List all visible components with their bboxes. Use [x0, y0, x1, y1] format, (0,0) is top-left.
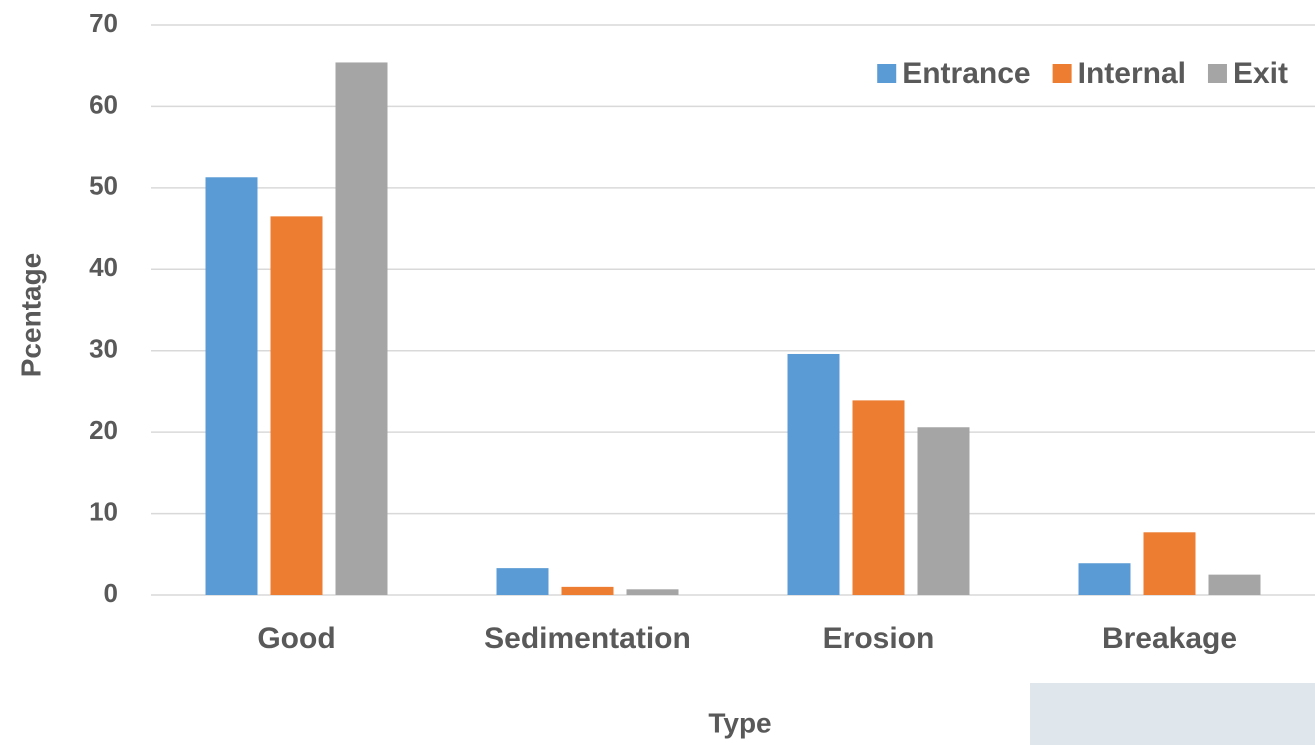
- y-tick-label: 10: [89, 496, 118, 526]
- legend-label: Exit: [1233, 57, 1288, 90]
- bar: [1144, 532, 1196, 595]
- bar: [1209, 575, 1261, 595]
- bar: [1079, 563, 1131, 595]
- legend-swatch: [1208, 64, 1227, 83]
- y-axis-title: Pcentage: [15, 253, 46, 378]
- y-tick-label: 20: [89, 415, 118, 445]
- y-tick-label: 40: [89, 252, 118, 282]
- bar: [497, 568, 549, 595]
- y-tick-label: 0: [104, 578, 118, 608]
- bar: [918, 427, 970, 595]
- photo-fragment: [1030, 683, 1315, 745]
- bar: [788, 354, 840, 595]
- bar: [271, 216, 323, 595]
- x-tick-label: Erosion: [823, 622, 935, 655]
- legend-swatch: [1053, 64, 1072, 83]
- chart: Type Pcentage 0 10 20 30 40 50 60 70 Good Sedimen…: [0, 0, 1315, 745]
- x-axis-title: Type: [708, 707, 771, 738]
- legend-swatch: [877, 64, 896, 83]
- y-tick-label: 70: [89, 8, 118, 38]
- y-tick-label: 50: [89, 171, 118, 201]
- bar: [853, 400, 905, 595]
- bar: [562, 587, 614, 595]
- y-tick-label: 60: [89, 89, 118, 119]
- x-tick-label: Breakage: [1102, 622, 1237, 655]
- legend-label: Entrance: [902, 57, 1030, 90]
- bar: [627, 589, 679, 595]
- x-tick-label: Sedimentation: [484, 622, 691, 655]
- x-tick-label: Good: [257, 622, 335, 655]
- bar: [206, 177, 258, 595]
- bar: [336, 62, 388, 595]
- legend-label: Internal: [1078, 57, 1186, 90]
- y-tick-label: 30: [89, 334, 118, 364]
